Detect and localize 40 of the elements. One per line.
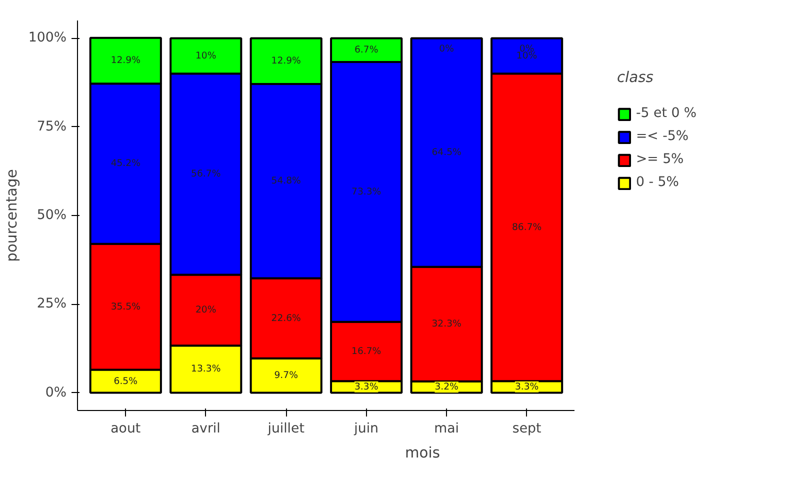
data-label: 6.7% xyxy=(354,44,378,56)
data-label: 12.9% xyxy=(271,56,302,67)
data-label: 0% xyxy=(439,43,454,54)
legend-title: class xyxy=(617,69,654,86)
data-label: 10% xyxy=(196,50,216,62)
data-label: 3.3% xyxy=(354,381,378,392)
legend-label: 0 - 5% xyxy=(636,175,679,190)
data-label: 54.8% xyxy=(271,176,302,187)
data-label: 45.2% xyxy=(110,158,141,170)
data-label: 22.6% xyxy=(271,312,302,324)
x-tick-label: aout xyxy=(110,422,141,436)
data-label: 35.5% xyxy=(110,301,141,312)
y-tick-label: 75% xyxy=(36,119,66,134)
data-label: 6.5% xyxy=(114,376,138,387)
data-label: 64.5% xyxy=(432,147,462,158)
x-tick-label: avril xyxy=(191,422,220,436)
data-label: 9.7% xyxy=(274,370,298,382)
y-tick-label: 100% xyxy=(28,30,67,46)
data-label: 32.3% xyxy=(432,318,462,330)
data-label: 3.3% xyxy=(514,381,539,392)
data-label: 3.2% xyxy=(434,382,459,393)
x-axis-title: mois xyxy=(405,444,440,462)
data-label: 56.7% xyxy=(191,168,221,180)
x-tick-label: mai xyxy=(434,422,459,436)
x-tick-label: juin xyxy=(353,422,378,436)
data-label: 13.3% xyxy=(191,364,221,375)
x-tick-label: juillet xyxy=(266,422,304,436)
data-label: 16.7% xyxy=(352,346,382,357)
data-label: 20% xyxy=(196,304,216,316)
data-label: 73.3% xyxy=(352,186,382,198)
x-tick-label: sept xyxy=(512,422,542,436)
y-tick-label: 0% xyxy=(45,385,67,400)
y-tick-label: 50% xyxy=(36,208,66,223)
data-label: 86.7% xyxy=(512,222,542,233)
y-tick-label: 25% xyxy=(36,296,66,312)
legend-label: =< -5% xyxy=(636,129,689,144)
y-axis-title: pourcentage xyxy=(3,169,20,262)
data-label: 12.9% xyxy=(110,55,141,66)
legend-label: >= 5% xyxy=(636,152,684,167)
legend-label: -5 et 0 % xyxy=(636,106,697,121)
